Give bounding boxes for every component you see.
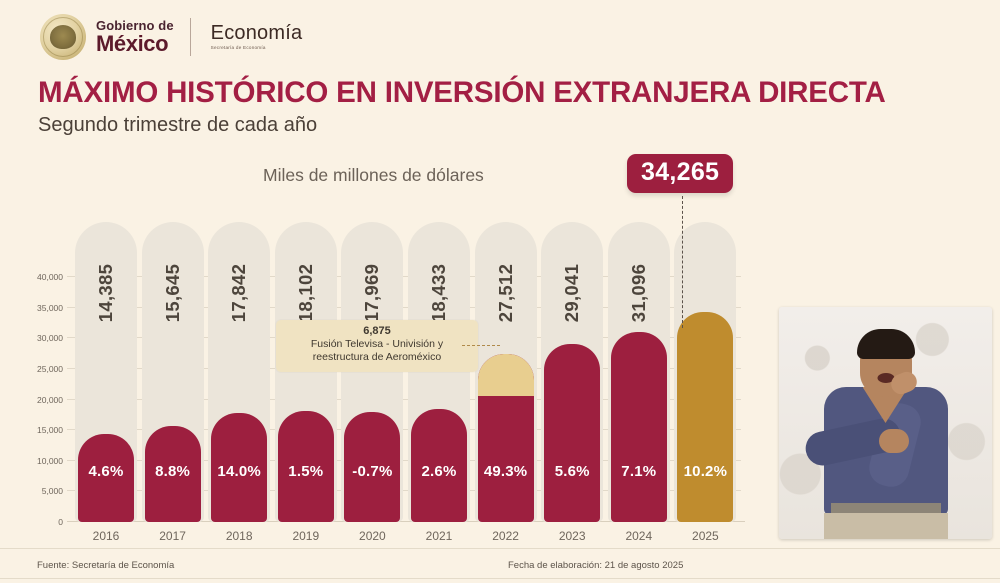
annotation-value: 6,875 — [363, 325, 391, 337]
gobierno-line2: México — [96, 31, 169, 56]
annotation-line2: reestructura de Aeroméxico — [312, 351, 442, 364]
branding-divider — [189, 18, 191, 56]
gridline — [67, 429, 741, 431]
bar-value-label: 18,102 — [294, 263, 316, 323]
plot-area: 0 5,000 10,000 15,000 20,000 25,000 30,000 35,0… — [37, 200, 745, 543]
gridline — [67, 490, 741, 492]
bar-growth-label: 8.8% — [155, 463, 191, 480]
bar[interactable] — [78, 433, 134, 522]
page-subtitle: Segundo trimestre de cada año — [38, 114, 318, 136]
x-axis-tick-label: 2025 — [692, 529, 719, 543]
bar-value-label: 29,041 — [561, 263, 583, 323]
bar-growth-label: 7.1% — [621, 463, 657, 480]
bar-growth-label: 10.2% — [683, 463, 728, 480]
footer-divider — [0, 548, 1000, 549]
bar-growth-label: 5.6% — [554, 463, 590, 480]
page-title: MÁXIMO HISTÓRICO EN INVERSIÓN EXTRANJERA… — [38, 76, 886, 109]
footer-source: Fuente: Secretaría de Economía — [37, 560, 175, 571]
bar-chart: Miles de millones de dólares 0 5,000 10,00… — [37, 154, 745, 543]
callout-badge: 34,265 — [627, 154, 734, 193]
bar-value-label: 17,842 — [228, 263, 250, 323]
bar-growth-label: 1.5% — [288, 463, 324, 480]
dependency-wordmark: Economía Secretaría de Economía — [211, 23, 303, 51]
y-axis-tick-label: 20,000 — [37, 394, 63, 405]
interpreter-pants — [823, 513, 948, 539]
x-axis-tick-label: 2022 — [492, 529, 519, 543]
bar-growth-label: 4.6% — [88, 463, 124, 480]
footer-date: Fecha de elaboración: 21 de agosto 2025 — [508, 560, 684, 571]
footer-bottom-rule — [0, 578, 1000, 579]
interpreter-belt — [830, 503, 941, 513]
x-axis-tick-label: 2016 — [92, 529, 120, 543]
y-axis-tick-label: 25,000 — [37, 363, 63, 374]
sign-language-interpreter-video[interactable] — [779, 307, 992, 539]
bar-growth-label: 49.3% — [483, 463, 528, 480]
bar[interactable] — [144, 426, 201, 522]
y-axis-tick-label: 40,000 — [37, 272, 63, 282]
y-axis-tick-label: 0 — [58, 517, 63, 527]
dependency-name: Economía — [210, 22, 303, 45]
x-axis-tick-label: 2024 — [625, 529, 653, 543]
bar-growth-label: 2.6% — [421, 463, 457, 480]
mexican-coat-of-arms-icon — [40, 14, 86, 60]
axis-baseline — [67, 520, 745, 522]
bar-segment-extraordinary — [477, 353, 534, 396]
bar[interactable] — [211, 412, 268, 522]
gridline — [67, 276, 741, 277]
interpreter-hand-left — [879, 429, 909, 453]
gridline — [67, 306, 741, 308]
bar-value-label: 31,096 — [627, 263, 649, 323]
gridline — [67, 398, 741, 400]
y-axis-tick-label: 5,000 — [41, 486, 63, 497]
gridline — [67, 459, 741, 461]
bar[interactable] — [544, 344, 601, 522]
bar-value-label: 17,969 — [361, 263, 383, 323]
bar[interactable] — [411, 409, 467, 522]
bar[interactable] — [277, 411, 334, 522]
interpreter-mouth — [877, 373, 894, 383]
x-axis-tick-label: 2019 — [292, 529, 320, 543]
government-branding: Gobierno de México Economía Secretaría d… — [40, 14, 302, 60]
gobierno-line1: Gobierno de — [96, 18, 174, 33]
x-axis-tick-label: 2021 — [425, 529, 453, 543]
bar[interactable] — [610, 331, 667, 522]
y-axis-tick-label: 30,000 — [37, 333, 63, 344]
annotation-connector — [462, 345, 500, 347]
bar[interactable] — [477, 353, 534, 522]
bar-growth-label: -0.7% — [352, 463, 393, 480]
x-axis-tick-label: 2018 — [225, 529, 253, 543]
x-axis-tick-label: 2020 — [359, 529, 386, 543]
bar-value-label: 18,433 — [428, 263, 449, 323]
dependency-subtitle: Secretaría de Economía — [210, 45, 266, 51]
y-axis-tick-label: 35,000 — [37, 302, 63, 313]
interpreter-hair — [856, 329, 915, 359]
chart-axis-title: Miles de millones de dólares — [263, 165, 484, 185]
x-axis-tick-label: 2017 — [159, 529, 186, 543]
bar-growth-label: 14.0% — [217, 463, 261, 480]
bar[interactable] — [344, 411, 401, 522]
bar-value-label: 27,512 — [494, 263, 516, 323]
x-axis-tick-label: 2023 — [558, 529, 586, 543]
annotation-box: 6,875 Fusión Televisa - Univisión y rees… — [276, 320, 478, 372]
y-axis-tick-label: 15,000 — [37, 425, 63, 436]
callout-leader-line — [682, 196, 683, 328]
gobierno-wordmark: Gobierno de México — [96, 19, 174, 55]
bar-value-label: 15,645 — [161, 263, 183, 323]
bar[interactable] — [677, 312, 734, 522]
bar-value-label: 14,385 — [95, 263, 116, 323]
annotation-line1: Fusión Televisa - Univisión y — [310, 338, 444, 350]
y-axis-tick-label: 10,000 — [37, 455, 63, 466]
